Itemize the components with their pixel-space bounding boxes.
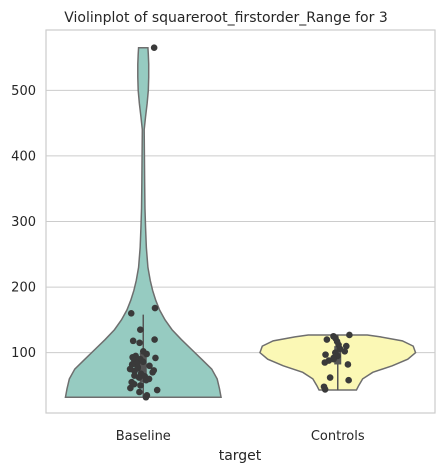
- data-point: [129, 337, 137, 345]
- data-point: [127, 384, 134, 392]
- data-point: [152, 354, 159, 362]
- chart-title: Violinplot of squareroot_firstorder_Rang…: [64, 10, 387, 26]
- data-point: [342, 342, 350, 350]
- plot-frame: [45, 29, 436, 414]
- data-point: [146, 362, 153, 370]
- data-point: [345, 376, 352, 384]
- x-tick-label: Controls: [311, 429, 365, 444]
- data-point: [323, 336, 331, 343]
- data-point: [143, 350, 150, 358]
- x-tick-labels: Baseline Controls: [116, 429, 365, 444]
- data-point: [142, 393, 150, 401]
- y-tick-label: 400: [11, 149, 36, 164]
- data-point: [150, 44, 158, 52]
- data-point: [336, 345, 344, 353]
- data-point: [326, 374, 334, 381]
- data-point: [151, 336, 158, 343]
- data-point: [149, 369, 156, 376]
- data-point: [136, 339, 143, 347]
- violin-body-baseline: [64, 46, 222, 399]
- y-tick-label: 100: [11, 346, 36, 361]
- data-point: [135, 374, 143, 381]
- data-point: [151, 304, 159, 312]
- y-tick-labels: 100 200 300 400 500: [11, 84, 36, 361]
- data-point: [346, 331, 353, 339]
- data-point: [322, 351, 329, 358]
- data-point: [341, 348, 349, 355]
- iqr-box-baseline: [139, 352, 147, 383]
- data-point: [137, 382, 144, 389]
- y-tick-label: 200: [11, 281, 36, 296]
- gridlines: [46, 89, 435, 354]
- data-point: [321, 359, 329, 366]
- data-point: [127, 310, 135, 317]
- data-point: [142, 376, 150, 384]
- x-axis-label: target: [219, 448, 262, 464]
- violins: [64, 44, 417, 401]
- data-point: [153, 386, 161, 394]
- y-tick-label: 300: [11, 215, 36, 230]
- y-tick-label: 500: [11, 84, 36, 99]
- data-point: [136, 326, 144, 334]
- data-point: [139, 358, 147, 366]
- data-point: [131, 367, 138, 375]
- data-point: [344, 361, 352, 368]
- x-tick-label: Baseline: [116, 429, 171, 444]
- data-point: [136, 388, 143, 396]
- data-point: [321, 386, 329, 393]
